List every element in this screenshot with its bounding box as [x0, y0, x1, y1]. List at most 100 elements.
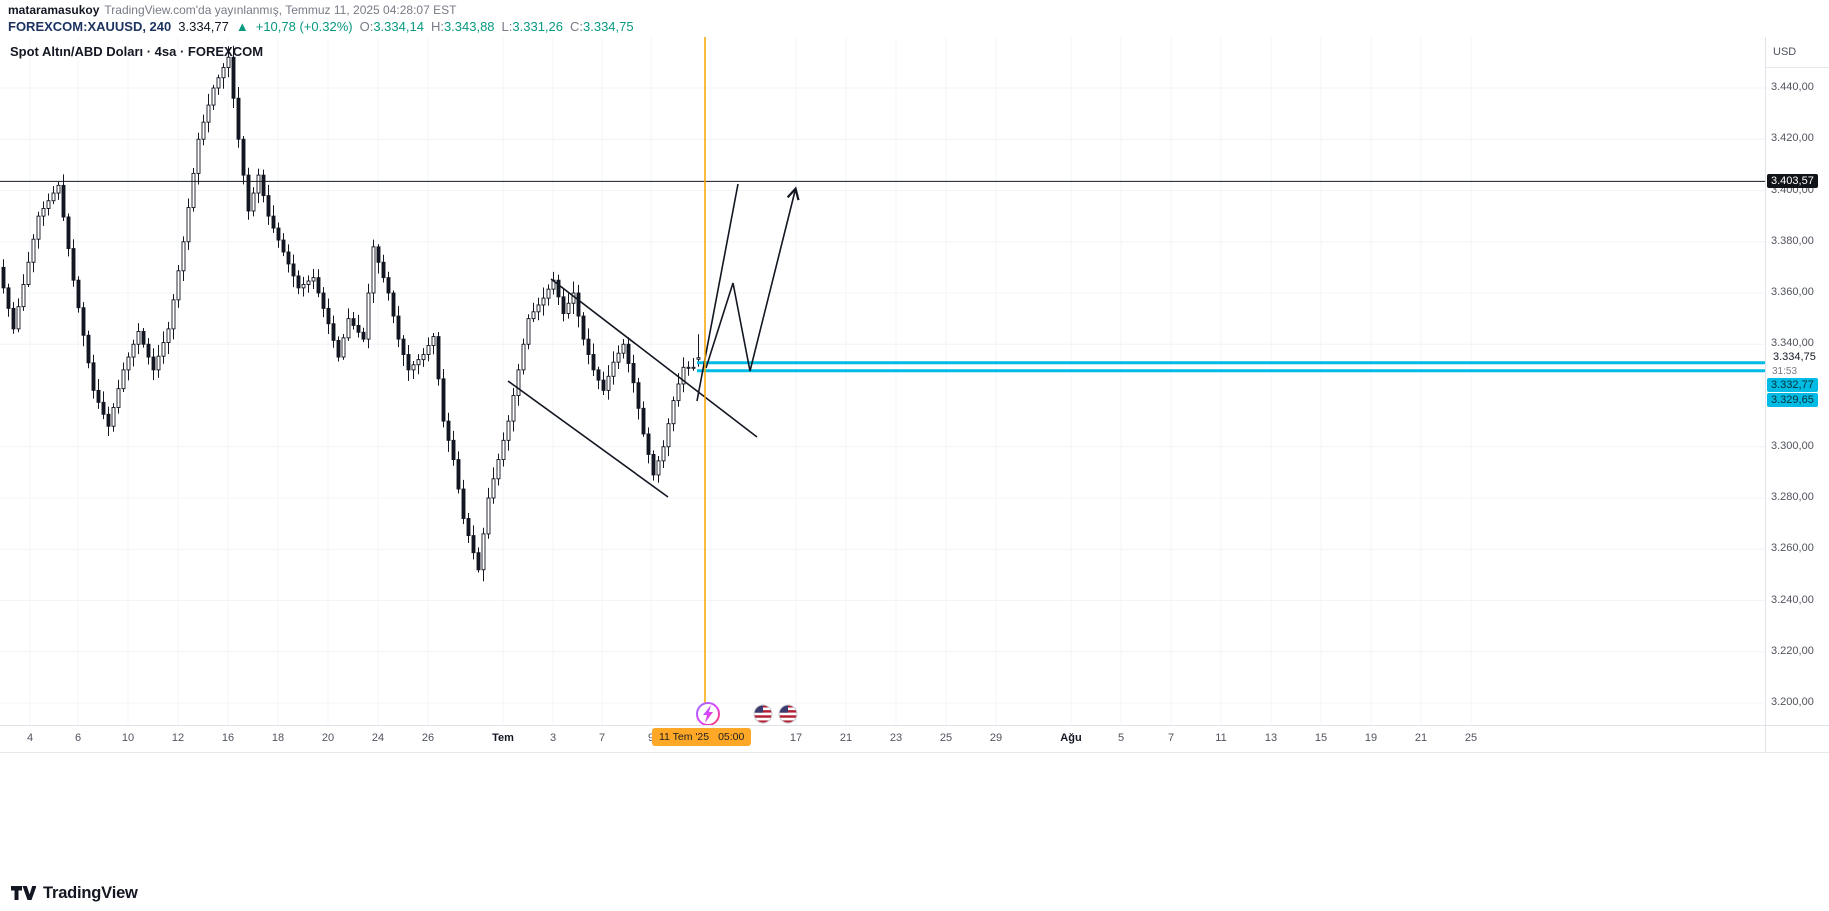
time-tick-label: 21 [1414, 732, 1428, 744]
time-tick-label: 20 [321, 732, 335, 744]
time-tick-label: 17 [789, 732, 803, 744]
time-tick-label: 26 [421, 732, 435, 744]
candle [301, 276, 306, 297]
candle [256, 168, 261, 204]
currency-label: USD [1773, 46, 1797, 58]
us-flag-sticker-icon[interactable] [778, 704, 798, 724]
price-change: +10,78 (+0.32%) [255, 19, 353, 34]
candle [216, 74, 221, 95]
time-tick-label: 13 [1264, 732, 1278, 744]
candle [661, 440, 666, 468]
low-label: L: [501, 19, 513, 34]
publish-note: TradingView.com'da yayınlanmış, Temmuz 1… [104, 3, 457, 17]
candle [491, 467, 496, 504]
legend-last-price: 3.334,77 [178, 19, 229, 34]
current-price-label: 3.334,75 [1771, 351, 1818, 363]
candle [221, 63, 226, 89]
candle [451, 430, 456, 466]
candle [191, 167, 196, 212]
candle [246, 167, 251, 220]
price-tick-label: 3.440,00 [1771, 81, 1814, 93]
open-value: 3.334,14 [373, 19, 424, 34]
candle [171, 294, 176, 340]
change-arrow-icon: ▲ [235, 19, 249, 34]
candle [506, 415, 511, 451]
candle [586, 328, 591, 365]
candle [206, 93, 211, 133]
low-pair: L:3.331,26 [502, 19, 563, 34]
candle [281, 233, 286, 257]
price-tick-label: 3.200,00 [1771, 696, 1814, 708]
grid [0, 37, 1765, 725]
candle [456, 451, 461, 494]
time-tick-label: 7 [1167, 732, 1175, 744]
candle [441, 369, 446, 428]
candle [66, 213, 71, 257]
candle [636, 377, 641, 420]
frame-bottom-line [0, 752, 1829, 753]
candle [91, 354, 96, 399]
candle [581, 312, 586, 346]
candle [641, 401, 646, 437]
support-price-badge-upper: 3.332,77 [1767, 378, 1818, 392]
price-tick-label: 3.340,00 [1771, 337, 1814, 350]
high-value: 3.343,88 [443, 19, 495, 34]
footer: TradingView [10, 883, 138, 903]
candle [41, 201, 46, 226]
time-tick-label: 12 [171, 732, 185, 744]
time-tick-label: 6 [74, 732, 82, 744]
candle [181, 236, 186, 282]
candle [391, 290, 396, 324]
price-tick-label: 3.220,00 [1771, 644, 1814, 657]
us-flag-sticker-icon[interactable] [753, 704, 773, 724]
candle [691, 357, 696, 371]
candle [121, 362, 126, 392]
candle [326, 298, 331, 335]
candle [406, 344, 411, 381]
lightning-sticker-icon[interactable] [696, 702, 720, 726]
candle [96, 378, 101, 409]
time-tick-label: 24 [371, 732, 385, 744]
candle [16, 298, 21, 333]
chart-title: Spot Altın/ABD Doları · 4sa · FOREXCOM [10, 44, 264, 59]
candle [356, 314, 361, 338]
tradingview-logo-icon[interactable] [10, 883, 36, 903]
time-tick-label: Ağu [1060, 732, 1082, 744]
time-tick-label: 15 [1314, 732, 1328, 744]
close-pair: C:3.334,75 [570, 19, 634, 34]
candle [681, 357, 686, 393]
candle [306, 275, 311, 293]
candle [61, 174, 66, 222]
vertical-line-time-badge: 11 Tem '25 05:00 [652, 728, 752, 746]
candle [211, 84, 216, 111]
author-name[interactable]: mataramasukoy [8, 3, 100, 17]
time-tick-label: 10 [121, 732, 135, 744]
stickers[interactable] [696, 702, 798, 726]
candle [316, 269, 321, 298]
time-axis[interactable]: 11 Tem '25 05:00 4 6 10 12 16 18 20 24 26 Tem 3 7 9 1… [0, 725, 1765, 752]
time-tick-label: 5 [1117, 732, 1125, 744]
candle [6, 283, 11, 317]
candle [676, 373, 681, 407]
candle [376, 244, 381, 274]
candle [466, 512, 471, 544]
symbol-interval[interactable]: FOREXCOM:XAUUSD, 240 [8, 19, 172, 34]
candle [561, 289, 566, 322]
price-tick-label: 3.420,00 [1771, 132, 1814, 145]
axis-separator-vertical [1765, 37, 1766, 752]
price-axis[interactable]: USD 3.403,57 3.334,75 31:53 3.332,77 3.3… [1765, 37, 1829, 752]
price-tick-label: 3.380,00 [1771, 234, 1814, 247]
candle [51, 185, 56, 205]
low-value: 3.331,26 [512, 19, 563, 34]
price-tick-label: 3.360,00 [1771, 286, 1814, 298]
ohlc-legend: FOREXCOM:XAUUSD, 240 3.334,77 ▲ +10,78 (… [8, 19, 634, 34]
candle [226, 46, 231, 78]
brand-name[interactable]: TradingView [43, 883, 138, 902]
candle [71, 239, 76, 287]
close-value: 3.334,75 [583, 19, 634, 34]
candle [106, 406, 111, 437]
time-tick-label: 23 [889, 732, 903, 744]
candle [546, 284, 551, 306]
